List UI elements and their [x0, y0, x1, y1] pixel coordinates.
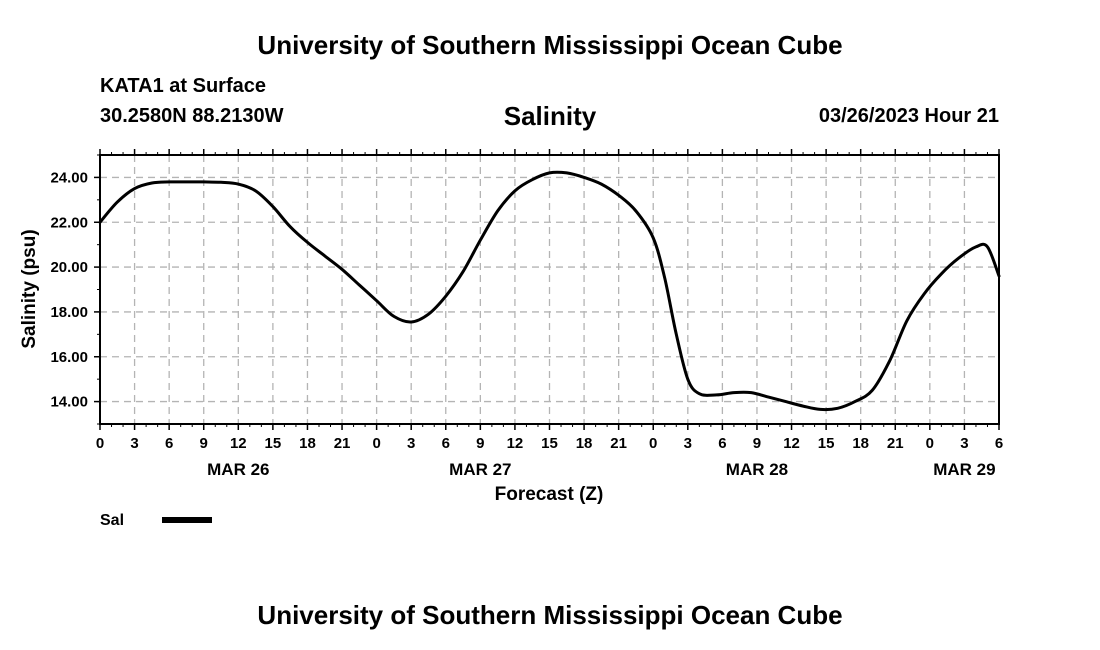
x-tick-label: 0	[649, 435, 657, 452]
x-tick-label: 3	[960, 435, 968, 452]
date-label: MAR 26	[207, 460, 269, 479]
y-tick-label: 22.00	[50, 214, 88, 231]
x-tick-label: 12	[230, 435, 247, 452]
x-tick-label: 18	[299, 435, 316, 452]
x-tick-label: 0	[926, 435, 934, 452]
series-line-sal	[98, 170, 1001, 412]
x-tick-label: 21	[887, 435, 904, 452]
legend-label: Sal	[100, 512, 124, 529]
forecast-datetime: 03/26/2023 Hour 21	[818, 105, 999, 127]
date-label: MAR 28	[726, 460, 788, 479]
x-tick-label: 18	[852, 435, 869, 452]
x-tick-label: 15	[265, 435, 282, 452]
x-tick-label: 6	[165, 435, 173, 452]
x-tick-label: 15	[541, 435, 558, 452]
y-tick-label: 24.00	[50, 169, 88, 186]
x-tick-label: 3	[130, 435, 138, 452]
x-tick-label: 9	[200, 435, 208, 452]
x-axis-label: Forecast (Z)	[495, 484, 604, 505]
coordinates-label: 30.2580N 88.2130W	[100, 105, 284, 127]
page-title: University of Southern Mississippi Ocean…	[257, 30, 843, 60]
y-axis-label: Salinity (psu)	[19, 229, 40, 348]
chart-title: Salinity	[503, 101, 597, 131]
axis-labels: 0 3 6 9 12 15 18 21 0 3 6 9 12 15 18 21 0 3 6 9 12 15 18 21 0 3 6 1…	[50, 169, 1003, 479]
x-tick-label: 15	[818, 435, 835, 452]
x-tick-label: 18	[576, 435, 593, 452]
plot-frame	[99, 154, 1000, 425]
axis-ticks	[94, 149, 1000, 430]
date-label: MAR 29	[933, 460, 995, 479]
x-tick-label: 9	[476, 435, 484, 452]
x-tick-label: 6	[442, 435, 450, 452]
x-tick-label: 12	[507, 435, 524, 452]
date-label: MAR 27	[449, 460, 511, 479]
x-tick-label: 0	[96, 435, 104, 452]
grid	[100, 155, 999, 424]
x-tick-label: 0	[372, 435, 380, 452]
x-tick-label: 21	[334, 435, 351, 452]
x-tick-label: 3	[407, 435, 415, 452]
x-tick-label: 12	[783, 435, 800, 452]
y-tick-label: 18.00	[50, 304, 88, 321]
salinity-chart: 0 3 6 9 12 15 18 21 0 3 6 9 12 15 18 21 0 3 6 9 12 15 18 21 0 3 6 1…	[19, 149, 1003, 529]
station-label: KATA1 at Surface	[100, 75, 266, 97]
x-tick-label: 3	[684, 435, 692, 452]
x-tick-label: 6	[995, 435, 1003, 452]
x-tick-label: 21	[610, 435, 627, 452]
x-tick-label: 6	[718, 435, 726, 452]
y-tick-label: 14.00	[50, 394, 88, 411]
y-tick-label: 20.00	[50, 259, 88, 276]
footer-title: University of Southern Mississippi Ocean…	[257, 600, 843, 630]
y-tick-label: 16.00	[50, 349, 88, 366]
x-tick-label: 9	[753, 435, 761, 452]
